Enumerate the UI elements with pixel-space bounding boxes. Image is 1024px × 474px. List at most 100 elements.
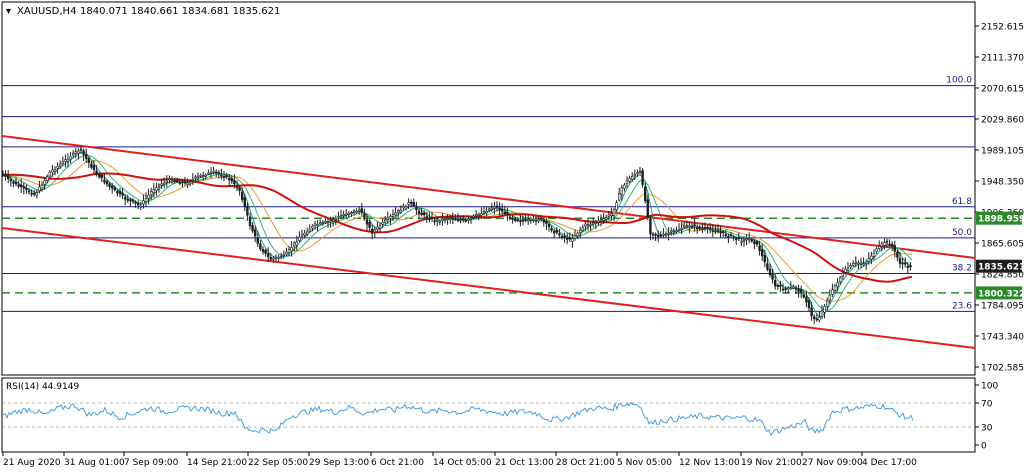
candle-body[interactable] (591, 222, 595, 225)
candle-body[interactable] (66, 159, 70, 162)
candle-body[interactable] (51, 169, 54, 173)
candle-body[interactable] (890, 244, 894, 247)
candle-body[interactable] (155, 187, 158, 191)
candle-body[interactable] (716, 230, 720, 233)
candle-body[interactable] (552, 230, 556, 234)
candle-body[interactable] (672, 230, 676, 233)
candle-body[interactable] (183, 181, 187, 184)
candle-body[interactable] (849, 264, 852, 268)
candle-body[interactable] (755, 241, 759, 245)
candle-body[interactable] (269, 257, 272, 260)
candle-body[interactable] (181, 181, 184, 184)
candle-body[interactable] (862, 263, 865, 266)
candle-body[interactable] (893, 245, 897, 252)
candle-body[interactable] (100, 174, 104, 179)
candle-body[interactable] (815, 318, 819, 321)
candle-body[interactable] (329, 220, 332, 223)
candle-body[interactable] (428, 218, 431, 221)
candle-body[interactable] (851, 263, 855, 266)
candle-body[interactable] (69, 156, 72, 160)
candle-body[interactable] (467, 218, 470, 221)
candle-body[interactable] (612, 209, 616, 216)
candle-body[interactable] (360, 208, 363, 213)
candle-body[interactable] (805, 296, 808, 303)
candle-body[interactable] (373, 229, 376, 233)
candle-body[interactable] (108, 183, 111, 187)
candle-body[interactable] (32, 192, 36, 195)
candle-body[interactable] (550, 227, 553, 231)
candle-body[interactable] (799, 289, 803, 293)
candle-body[interactable] (56, 165, 59, 169)
candle-body[interactable] (1, 174, 5, 177)
candle-body[interactable] (906, 265, 910, 268)
candle-body[interactable] (152, 189, 155, 194)
candle-body[interactable] (95, 170, 98, 175)
candle-body[interactable] (524, 219, 527, 222)
candle-body[interactable] (422, 213, 426, 216)
candle-body[interactable] (157, 184, 161, 187)
candle-body[interactable] (487, 208, 491, 211)
candle-body[interactable] (456, 219, 460, 222)
candle-body[interactable] (82, 150, 85, 155)
candle-body[interactable] (651, 233, 655, 236)
candle-body[interactable] (896, 251, 899, 258)
candle-body[interactable] (607, 214, 611, 217)
candle-body[interactable] (659, 234, 663, 237)
candle-body[interactable] (677, 229, 681, 232)
candle-body[interactable] (753, 241, 756, 245)
candle-body[interactable] (435, 219, 439, 222)
candle-body[interactable] (311, 226, 314, 229)
candle-body[interactable] (880, 243, 884, 247)
candle-body[interactable] (40, 184, 44, 190)
candle-body[interactable] (812, 316, 816, 319)
candle-body[interactable] (823, 306, 826, 313)
candle-body[interactable] (204, 174, 207, 177)
candle-body[interactable] (191, 178, 194, 181)
candle-body[interactable] (365, 219, 369, 225)
candle-body[interactable] (760, 249, 764, 257)
candle-body[interactable] (409, 201, 413, 204)
candle-body[interactable] (160, 183, 163, 186)
candle-body[interactable] (828, 294, 832, 301)
candle-body[interactable] (391, 214, 395, 217)
candle-body[interactable] (126, 198, 130, 201)
candle-body[interactable] (649, 218, 652, 235)
candle-body[interactable] (482, 211, 486, 214)
candle-body[interactable] (521, 219, 525, 222)
candle-body[interactable] (461, 218, 465, 221)
candle-body[interactable] (740, 240, 743, 243)
candle-body[interactable] (92, 165, 96, 170)
candle-body[interactable] (344, 213, 348, 216)
candle-body[interactable] (526, 219, 530, 222)
candle-body[interactable] (241, 191, 244, 200)
candle-body[interactable] (121, 192, 124, 196)
candle-body[interactable] (675, 230, 678, 233)
candle-body[interactable] (797, 288, 800, 292)
candle-body[interactable] (690, 226, 694, 228)
candle-body[interactable] (508, 216, 512, 219)
candle-body[interactable] (625, 180, 629, 184)
candle-body[interactable] (272, 257, 275, 260)
candle-body[interactable] (347, 212, 350, 215)
candle-body[interactable] (480, 213, 483, 216)
candle-body[interactable] (254, 229, 257, 237)
candle-body[interactable] (870, 255, 873, 260)
candle-body[interactable] (168, 178, 171, 181)
candle-body[interactable] (222, 176, 226, 179)
candle-body[interactable] (415, 206, 418, 211)
candle-body[interactable] (147, 194, 150, 199)
candle-body[interactable] (14, 181, 18, 185)
candle-body[interactable] (682, 225, 686, 228)
candle-body[interactable] (534, 220, 538, 223)
candle-body[interactable] (615, 202, 618, 211)
candle-body[interactable] (446, 218, 449, 221)
candle-body[interactable] (667, 232, 670, 235)
candle-body[interactable] (745, 238, 748, 241)
candle-body[interactable] (295, 241, 298, 246)
candle-body[interactable] (420, 212, 423, 216)
candle-body[interactable] (98, 174, 101, 178)
candle-body[interactable] (48, 171, 52, 177)
candle-body[interactable] (503, 211, 506, 215)
candle-body[interactable] (844, 268, 847, 273)
candle-body[interactable] (693, 224, 696, 227)
